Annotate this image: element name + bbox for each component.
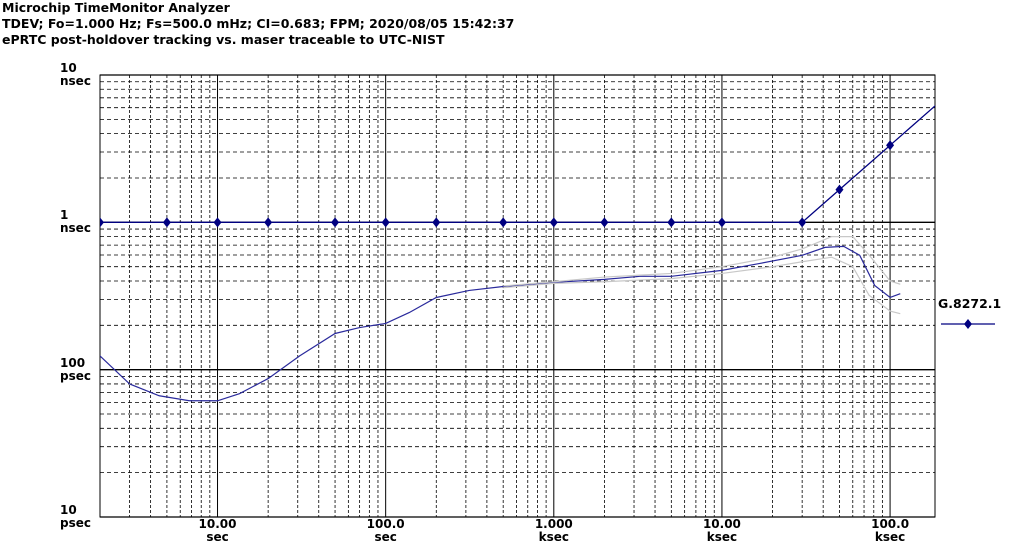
- y-tick-label: 10 nsec: [60, 61, 91, 88]
- data-point: [667, 217, 676, 228]
- series-line: [503, 236, 901, 287]
- data-point: [798, 217, 807, 228]
- data-point: [213, 217, 222, 228]
- data-point: [331, 217, 340, 228]
- y-tick-label: 100 psec: [60, 355, 91, 383]
- data-point: [162, 217, 171, 228]
- data-point: [600, 217, 609, 228]
- data-point: [886, 140, 895, 151]
- x-tick-label: 100.0 ksec: [871, 517, 910, 544]
- plot-frame: [99, 74, 936, 518]
- legend-label: G.8272.1: [938, 296, 1002, 311]
- header-line: ePRTC post-holdover tracking vs. maser t…: [2, 32, 445, 47]
- y-tick-label: 1 nsec: [60, 208, 91, 236]
- data-point: [835, 184, 844, 195]
- x-tick-label: 1.000 ksec: [534, 517, 573, 544]
- header-line: TDEV; Fo=1.000 Hz; Fs=500.0 mHz; CI=0.68…: [2, 16, 515, 31]
- series-line: [503, 256, 901, 315]
- series-line: [100, 105, 935, 223]
- data-point: [549, 217, 558, 228]
- data-point: [717, 217, 726, 228]
- x-tick-label: 10.00 ksec: [702, 517, 741, 544]
- series-line: [100, 245, 901, 402]
- legend-marker: [964, 319, 972, 329]
- x-tick-label: 10.00 sec: [198, 517, 237, 544]
- header-line: Microchip TimeMonitor Analyzer: [2, 0, 230, 15]
- data-point: [937, 96, 945, 106]
- data-point: [432, 217, 441, 228]
- x-tick-label: 100.0 sec: [366, 517, 405, 544]
- data-point: [499, 217, 508, 228]
- data-point: [381, 217, 390, 228]
- plot-area: [100, 96, 945, 402]
- data-point: [100, 217, 104, 228]
- data-point: [264, 217, 273, 228]
- y-tick-label: 10 psec: [60, 503, 91, 530]
